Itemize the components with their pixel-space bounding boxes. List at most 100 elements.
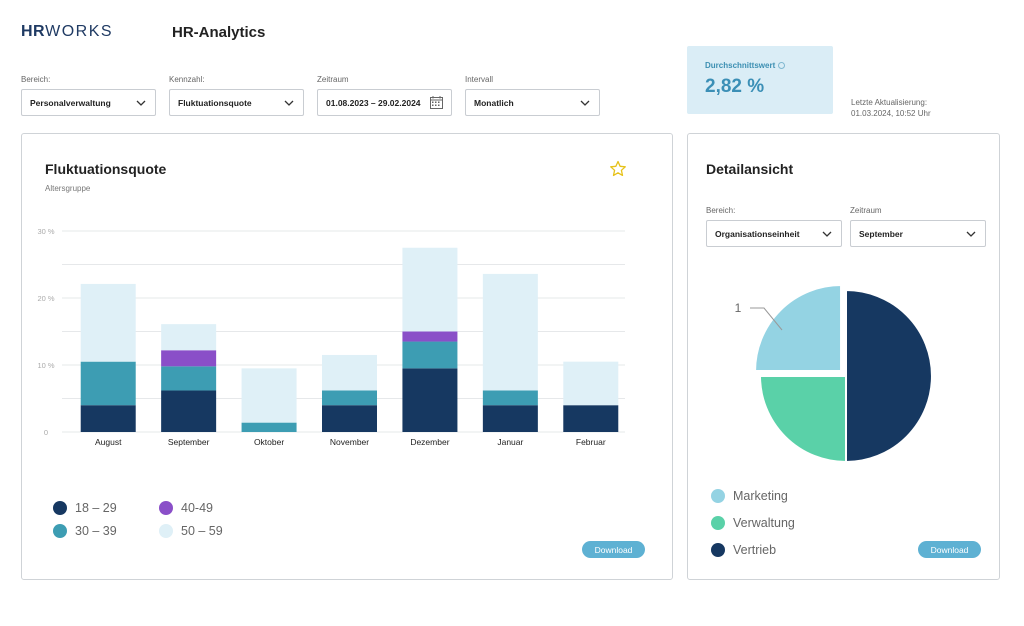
legend-50-59: 50 – 59 — [159, 524, 223, 538]
detail-title: Detailansicht — [706, 161, 794, 177]
legend-dot — [53, 501, 67, 515]
intervall-select[interactable]: Monatlich — [465, 89, 600, 116]
bar-segment[interactable] — [322, 405, 377, 432]
last-updated-value: 01.03.2024, 10:52 Uhr — [851, 109, 931, 118]
bar-segment[interactable] — [402, 368, 458, 432]
legend-verwaltung: Verwaltung — [711, 516, 795, 530]
hrworks-logo[interactable]: HR WORKS — [21, 23, 114, 40]
bereich-select[interactable]: Personalverwaltung — [21, 89, 156, 116]
x-tick-label: Januar — [497, 437, 523, 447]
legend-label: Vertrieb — [733, 543, 777, 557]
bar-segment[interactable] — [402, 247, 458, 332]
chevron-down-icon — [136, 100, 146, 106]
legend-dot — [711, 543, 725, 557]
detail-bereich-label: Bereich: — [706, 206, 736, 215]
chart-title: Fluktuationsquote — [45, 161, 167, 177]
zeitraum-input-value: 01.08.2023 – 29.02.2024 — [326, 97, 421, 108]
bar-segment[interactable] — [322, 354, 377, 391]
detail-card: Detailansicht Bereich: Organisationseinh… — [687, 133, 1000, 580]
pie-slice[interactable] — [758, 375, 847, 464]
info-icon[interactable] — [778, 62, 786, 69]
pie-slice[interactable] — [845, 288, 933, 464]
bar-segment[interactable] — [80, 283, 136, 362]
zeitraum-input[interactable]: 01.08.2023 – 29.02.2024 — [317, 89, 452, 116]
annotation-leader — [750, 307, 783, 331]
star-icon[interactable] — [609, 160, 627, 178]
bar-segment[interactable] — [482, 390, 538, 406]
logo-works-text: WORKS — [45, 23, 114, 40]
detail-zeitraum-select[interactable]: September — [850, 220, 986, 247]
kpi-value: 2,82 % — [705, 76, 765, 97]
last-updated: Letzte Aktualisierung: 01.03.2024, 10:52… — [851, 97, 931, 119]
y-tick-label: 30 % — [37, 227, 54, 236]
filter-zeitraum-label: Zeitraum — [317, 75, 349, 84]
detail-filter-bereich: Bereich: Organisationseinheit — [706, 206, 842, 247]
kpi-average-box: Durchschnittswert 2,82 % — [687, 46, 833, 114]
legend-30-39: 30 – 39 — [53, 524, 117, 538]
bar-segment[interactable] — [402, 331, 458, 342]
last-updated-label: Letzte Aktualisierung: — [851, 98, 928, 107]
bar-segment[interactable] — [482, 405, 538, 432]
bar-segment[interactable] — [161, 324, 217, 351]
y-tick-label: 10 % — [37, 361, 54, 370]
x-tick-label: Dezember — [410, 437, 449, 447]
bar-segment[interactable] — [80, 405, 136, 432]
detail-zeitraum-label: Zeitraum — [850, 206, 882, 215]
legend-dot — [159, 524, 173, 538]
x-tick-label: August — [95, 437, 122, 447]
bar-segment[interactable] — [80, 361, 136, 406]
legend-dot — [53, 524, 67, 538]
y-tick-label: 20 % — [37, 294, 54, 303]
filter-kennzahl-label: Kennzahl: — [169, 75, 205, 84]
legend-label: Verwaltung — [733, 516, 795, 530]
kennzahl-select-value: Fluktuationsquote — [178, 97, 252, 108]
pie-chart: 1 — [735, 284, 933, 464]
legend-dot — [711, 516, 725, 530]
detail-bereich-value: Organisationseinheit — [715, 228, 800, 239]
legend-label: 18 – 29 — [75, 501, 117, 515]
bar-segment[interactable] — [322, 390, 377, 406]
intervall-select-value: Monatlich — [474, 97, 514, 108]
kpi-label: Durchschnittswert — [705, 61, 815, 70]
filter-kennzahl: Kennzahl: Fluktuationsquote — [169, 75, 304, 116]
page-title: HR-Analytics — [172, 24, 266, 41]
kennzahl-select[interactable]: Fluktuationsquote — [169, 89, 304, 116]
x-tick-label: Februar — [576, 437, 606, 447]
legend-vertrieb: Vertrieb — [711, 543, 776, 557]
y-tick-label: 0 — [44, 428, 48, 437]
x-tick-label: September — [168, 437, 210, 447]
legend-dot — [159, 501, 173, 515]
filter-intervall-label: Intervall — [465, 75, 494, 84]
x-tick-label: Oktober — [254, 437, 284, 447]
chart-subtitle: Altersgruppe — [45, 184, 91, 193]
fluktuation-card: Fluktuationsquote Altersgruppe 0 10 % 20 %… — [21, 133, 673, 580]
bar-segment[interactable] — [241, 368, 297, 423]
bar-segment[interactable] — [241, 422, 297, 432]
bar-chart: 0 10 % 20 % 30 % August September Oktober Novem… — [37, 227, 625, 447]
filter-intervall: Intervall Monatlich — [465, 75, 600, 116]
bar-segment[interactable] — [563, 405, 619, 432]
download-button[interactable]: Download — [582, 541, 645, 558]
detail-download-button[interactable]: Download — [918, 541, 981, 558]
kpi-label-text: Durchschnittswert — [705, 61, 776, 70]
legend-label: Marketing — [733, 489, 788, 503]
legend-marketing: Marketing — [711, 489, 788, 503]
legend-18-29: 18 – 29 — [53, 501, 117, 515]
bar-segment[interactable] — [402, 341, 458, 369]
x-tick-label: November — [330, 437, 369, 447]
filter-bereich-label: Bereich: — [21, 75, 51, 84]
bar-segment[interactable] — [482, 273, 538, 391]
chevron-down-icon — [284, 100, 294, 106]
pie-slice[interactable] — [754, 284, 843, 373]
chevron-down-icon — [822, 231, 832, 237]
filter-bereich: Bereich: Personalverwaltung — [21, 75, 156, 116]
bar-segment[interactable] — [563, 361, 619, 406]
bereich-select-value: Personalverwaltung — [30, 97, 111, 108]
detail-bereich-select[interactable]: Organisationseinheit — [706, 220, 842, 247]
bar-segment[interactable] — [161, 390, 217, 432]
calendar-icon[interactable] — [430, 96, 443, 109]
legend-label: 30 – 39 — [75, 524, 117, 538]
bar-segment[interactable] — [161, 350, 217, 367]
bar-segment[interactable] — [161, 366, 217, 391]
detail-zeitraum-value: September — [859, 228, 903, 239]
